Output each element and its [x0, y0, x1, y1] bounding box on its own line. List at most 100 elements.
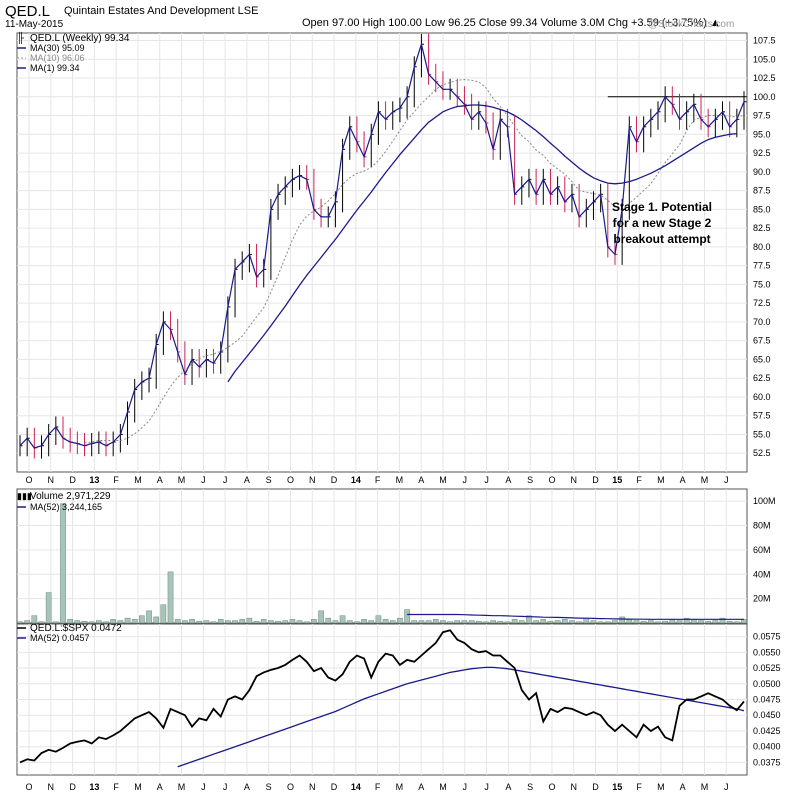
volume-legend-label: Volume 2,971,229	[30, 491, 111, 502]
x-tick-label: S	[527, 475, 533, 485]
x-tick-label: N	[309, 782, 316, 792]
x-tick-label: J	[201, 475, 206, 485]
volume-bar	[189, 619, 195, 624]
volume-bar	[683, 617, 690, 624]
x-tick-label: S	[266, 475, 272, 485]
rs-ma-line	[177, 666, 745, 768]
x-tick-label: J	[484, 782, 489, 792]
x-tick-label: 15	[612, 475, 622, 485]
x-tick-label: D	[69, 475, 76, 485]
y-tick-label: 75.0	[753, 279, 771, 289]
x-tick-label: A	[680, 782, 686, 792]
ma10-line	[84, 78, 745, 444]
volume-bar	[296, 620, 303, 624]
watermark: @StockCharts.com	[648, 19, 735, 30]
y-tick-label: 97.5	[753, 111, 771, 121]
volume-bar	[96, 620, 102, 624]
volume-bar	[246, 617, 253, 624]
y-tick-label: 40M	[753, 569, 771, 579]
x-tick-label: O	[548, 782, 555, 792]
x-tick-label: J	[223, 475, 228, 485]
x-tick-label: O	[25, 475, 32, 485]
x-tick-label: 14	[351, 782, 361, 792]
y-tick-label: 57.5	[753, 411, 771, 421]
y-tick-label: 0.0400	[753, 742, 781, 752]
x-tick-label: A	[244, 475, 250, 485]
volume-bar	[217, 619, 224, 624]
ma30-legend-label: MA(30) 95.09	[30, 43, 85, 53]
volume-bar	[733, 621, 740, 624]
x-tick-label: O	[287, 782, 294, 792]
volume-bar	[260, 619, 267, 624]
price-legend-icon: ╟	[17, 31, 25, 45]
annotation-line-3: breakout attempt	[613, 232, 710, 246]
quote-summary: Open 97.00 High 100.00 Low 96.25 Close 9…	[302, 17, 721, 29]
rs-legend-label: QED.L:$SPX 0.0472	[30, 623, 122, 634]
volume-bar	[411, 620, 418, 624]
volume-bar	[526, 615, 532, 624]
y-tick-label: 70.0	[753, 317, 771, 327]
y-tick-label: 62.5	[753, 373, 771, 383]
y-tick-label: 90.0	[753, 167, 771, 177]
volume-bar	[368, 620, 375, 624]
x-tick-label: N	[48, 782, 55, 792]
y-tick-label: 95.0	[753, 129, 771, 139]
volume-bar	[619, 616, 625, 624]
x-tick-label: N	[570, 782, 577, 792]
x-tick-label: F	[636, 475, 642, 485]
x-tick-label: J	[484, 475, 489, 485]
volume-bar	[17, 621, 23, 624]
x-tick-label: S	[266, 782, 272, 792]
volume-bar	[210, 621, 217, 624]
stage-annotation: Stage 1. Potential for a new Stage 2 bre…	[612, 200, 712, 246]
volume-bar	[590, 620, 597, 624]
volume-bar	[533, 620, 539, 624]
volume-bar	[705, 620, 711, 624]
volume-bar	[146, 610, 152, 624]
volume-bar	[676, 620, 683, 624]
volume-bar	[38, 621, 45, 624]
x-tick-label: A	[157, 475, 163, 485]
annotation-line-2: for a new Stage 2	[613, 216, 712, 230]
price-legend: ╟ QED.L (Weekly) 99.34 MA(30) 95.09 MA(1…	[17, 31, 130, 73]
y-tick-label: 0.0450	[753, 710, 781, 720]
x-tick-label: D	[69, 782, 76, 792]
volume-bar	[346, 620, 353, 624]
y-tick-label: 102.5	[753, 73, 776, 83]
volume-bar	[339, 615, 346, 624]
x-tick-label: F	[113, 782, 119, 792]
x-tick-label: F	[375, 475, 381, 485]
volume-bar	[31, 615, 38, 624]
y-tick-label: 20M	[753, 594, 771, 604]
y-tick-label: 0.0550	[753, 647, 781, 657]
x-tick-label: N	[48, 475, 55, 485]
x-tick-label: A	[505, 475, 511, 485]
x-tick-label: J	[724, 475, 729, 485]
volume-bar	[282, 620, 289, 624]
x-tick-label: M	[134, 782, 142, 792]
y-tick-label: 82.5	[753, 223, 771, 233]
chart-date: 11-May-2015	[5, 19, 64, 30]
x-tick-label: M	[657, 475, 665, 485]
volume-bar	[53, 621, 59, 624]
volume-bar	[81, 620, 88, 624]
x-tick-label: 15	[612, 782, 622, 792]
y-tick-label: 105.0	[753, 54, 776, 64]
volume-bar	[468, 620, 475, 624]
volume-ma-line	[407, 613, 744, 620]
volume-bar	[139, 615, 145, 624]
y-tick-label: 80M	[753, 521, 771, 531]
y-tick-label: 0.0425	[753, 726, 781, 736]
x-tick-label: O	[548, 475, 555, 485]
x-tick-label: O	[287, 475, 294, 485]
volume-bar	[561, 619, 568, 624]
y-tick-label: 100M	[753, 496, 776, 506]
y-tick-label: 85.0	[753, 204, 771, 214]
volume-bar	[440, 620, 446, 624]
volume-bar	[698, 620, 704, 624]
volume-bar	[447, 621, 453, 624]
x-tick-label: J	[463, 475, 468, 485]
volume-bar	[432, 619, 439, 624]
volume-bar	[490, 620, 496, 624]
